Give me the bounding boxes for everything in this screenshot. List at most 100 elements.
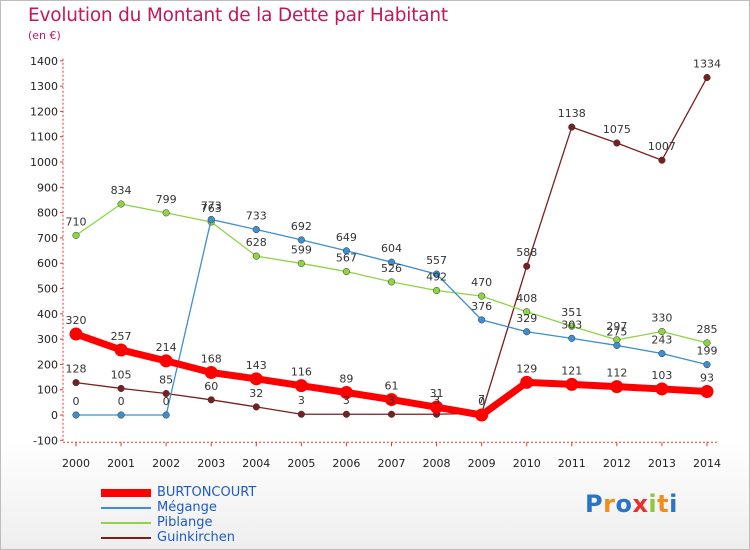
data-label: 7	[478, 393, 485, 406]
data-point	[658, 327, 666, 336]
data-label: 599	[291, 243, 312, 256]
data-label: 103	[651, 369, 672, 382]
data-point	[385, 393, 398, 407]
data-point	[297, 236, 305, 244]
x-tick-label: 2003	[197, 457, 225, 470]
data-label: 243	[651, 334, 672, 347]
data-label: 3	[343, 394, 350, 407]
data-point	[387, 278, 396, 286]
data-point	[117, 384, 125, 392]
y-tick-label: 400	[37, 308, 58, 321]
data-label: 32	[249, 387, 263, 400]
data-point	[162, 411, 170, 419]
data-label: 588	[516, 246, 537, 259]
data-point	[658, 349, 666, 358]
data-point	[523, 328, 531, 336]
legend-label: Guinkirchen	[157, 530, 235, 545]
data-label: 692	[291, 220, 312, 233]
data-point	[117, 411, 125, 419]
data-label: 60	[204, 380, 218, 393]
data-label: 376	[471, 300, 492, 313]
data-label: 0	[478, 395, 485, 408]
data-label: 297	[606, 320, 627, 333]
data-label: 733	[246, 210, 267, 223]
data-label: 3	[433, 394, 440, 407]
data-label: 85	[159, 373, 173, 386]
data-point	[655, 382, 669, 396]
data-point	[523, 262, 531, 270]
data-point	[342, 410, 350, 418]
x-tick-label: 2006	[332, 457, 360, 470]
data-label: 0	[118, 395, 125, 408]
y-tick-label: 900	[37, 181, 58, 194]
data-point	[297, 259, 305, 268]
data-point	[703, 73, 711, 82]
data-point	[568, 334, 576, 342]
data-point	[117, 200, 125, 208]
legend-swatch	[101, 522, 151, 524]
y-tick-label: 600	[37, 257, 58, 270]
data-point	[207, 396, 215, 404]
y-tick-label: 1200	[30, 105, 58, 118]
y-tick-label: 1100	[30, 131, 58, 144]
legend-swatch	[101, 489, 151, 497]
data-point	[72, 411, 80, 419]
data-label: 105	[111, 368, 132, 381]
data-label: 116	[291, 366, 312, 379]
data-label: 275	[606, 325, 627, 338]
data-label: 320	[66, 314, 87, 327]
data-point	[342, 247, 350, 255]
x-tick-label: 2013	[648, 457, 676, 470]
data-label: 773	[201, 199, 222, 212]
data-label: 257	[111, 330, 132, 343]
brand-logo: Proxiti	[585, 490, 678, 518]
data-label: 3	[298, 394, 305, 407]
data-label: 470	[471, 276, 492, 289]
data-label: 492	[426, 271, 447, 284]
x-tick-label: 2008	[423, 457, 451, 470]
data-point	[204, 365, 218, 379]
data-label: 285	[697, 323, 718, 336]
data-point	[69, 327, 83, 341]
data-point	[252, 252, 260, 260]
data-label: 1075	[603, 123, 631, 136]
data-label: 526	[381, 262, 402, 275]
data-label: 0	[73, 395, 80, 408]
data-point	[387, 410, 396, 418]
legend-label: Mégange	[157, 500, 217, 515]
data-label: 834	[111, 184, 132, 197]
legend-swatch	[101, 537, 151, 539]
data-point	[565, 377, 579, 391]
data-point	[568, 123, 576, 131]
data-point	[520, 375, 534, 389]
data-point	[703, 361, 711, 369]
x-tick-label: 2000	[62, 457, 90, 470]
data-point	[478, 316, 486, 324]
data-point	[568, 322, 576, 330]
data-label: 168	[201, 352, 222, 365]
data-label: 604	[381, 242, 402, 255]
data-label: 303	[561, 318, 582, 331]
logo-letter: o	[615, 490, 633, 518]
data-point	[252, 226, 260, 234]
logo-letter: i	[648, 490, 658, 518]
logo-letter: x	[632, 490, 649, 518]
data-point	[433, 270, 441, 278]
data-label: 31	[430, 387, 444, 400]
x-tick-label: 2012	[603, 457, 631, 470]
x-tick-label: 2007	[378, 457, 406, 470]
logo-letter: r	[603, 490, 616, 518]
data-point	[72, 379, 80, 387]
data-point	[159, 354, 173, 368]
logo-letter: t	[657, 490, 670, 518]
legend-label: BURTONCOURT	[157, 485, 257, 500]
data-label: 1334	[693, 57, 721, 70]
y-tick-label: 0	[51, 409, 58, 422]
data-label: 1138	[558, 107, 586, 120]
x-tick-label: 2011	[558, 457, 586, 470]
data-point	[703, 339, 711, 347]
x-tick-label: 2001	[107, 457, 135, 470]
data-point	[294, 379, 308, 393]
data-label: 329	[516, 312, 537, 325]
data-label: 128	[66, 363, 87, 376]
